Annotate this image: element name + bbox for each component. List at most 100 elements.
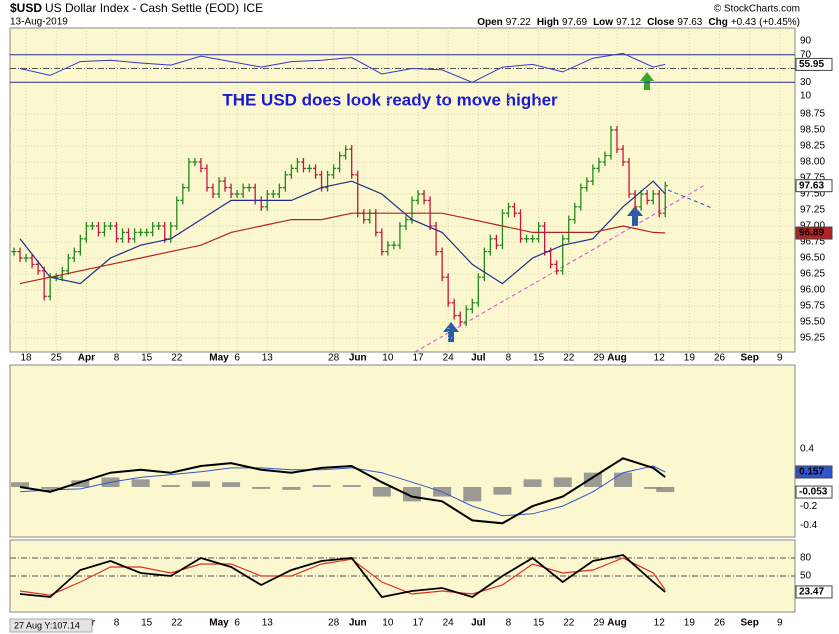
price-bar (656, 190, 662, 218)
price-bar (240, 183, 246, 198)
symbol: $USD (10, 1, 42, 15)
price-bar (132, 228, 138, 243)
quote-value: 97.22 (506, 17, 531, 28)
x-tick-label: Jun (349, 618, 367, 629)
x-tick-label: 10 (382, 353, 394, 364)
price-bar (138, 228, 144, 237)
y-tick-label: 96.00 (800, 285, 825, 296)
x-tick-label: 17 (412, 618, 424, 629)
price-bar (451, 298, 457, 320)
price-last: 97.63 (799, 180, 824, 191)
macd-hist-bar (656, 487, 675, 493)
ma50-line (19, 212, 666, 285)
rsi-tick-label: 10 (800, 91, 812, 102)
price-bar (566, 215, 572, 243)
price-bar (126, 228, 132, 243)
macd-hist-bar (644, 487, 663, 489)
tooltip (9, 618, 93, 633)
price-bar (11, 247, 17, 256)
macd-hist-bar (553, 477, 572, 487)
subtitle: US Dollar Index - Cash Settle (EOD) (45, 1, 239, 15)
y-tick-label: 97.75 (800, 173, 825, 184)
price-bar (403, 215, 409, 230)
macd-signal (19, 465, 666, 517)
price-bar (433, 222, 439, 256)
price-panel (9, 27, 796, 353)
x-tick-label: 29 (593, 353, 605, 364)
price-bar (71, 247, 77, 262)
price-bar (282, 170, 288, 192)
price-bar (584, 177, 590, 192)
price-bar (349, 145, 355, 179)
x-tick-label: 22 (563, 353, 575, 364)
price-bar (650, 190, 656, 205)
macd-tick-label: -0.2 (800, 501, 818, 512)
price-bar (59, 266, 65, 282)
x-tick-label: Aug (607, 618, 626, 629)
x-tick-label: 17 (412, 353, 424, 364)
price-bar (222, 177, 228, 192)
macd-hist-bar (222, 482, 241, 487)
price-bar (192, 158, 198, 166)
y-tick-label: 95.50 (800, 317, 825, 328)
price-bar (204, 164, 210, 192)
macd-hist-bar (131, 479, 150, 487)
rsi-tick-label: 70 (800, 49, 812, 60)
price-last-box (795, 179, 833, 193)
price-bar (17, 247, 23, 262)
price-bar (614, 126, 620, 154)
price-bar (632, 190, 638, 211)
macd-hist-bar (523, 479, 542, 487)
price-bar (77, 234, 83, 256)
x-tick-label: 8 (114, 618, 120, 629)
macd-hist-bar (312, 485, 331, 487)
price-bar (505, 202, 511, 218)
y-tick-label: 97.25 (800, 205, 825, 216)
price-bar (445, 273, 451, 307)
x-tick-label: 19 (684, 353, 696, 364)
x-tick-label: 28 (328, 618, 340, 629)
price-bar (306, 164, 312, 173)
price-bar (228, 183, 234, 198)
x-tick-label: 8 (114, 353, 120, 364)
quote-label: Close (647, 17, 675, 28)
macd-hist-bar (493, 487, 512, 495)
price-bar (162, 222, 168, 243)
x-tick-label: 15 (533, 618, 545, 629)
x-tick-label: Jul (471, 618, 486, 629)
exchange: ICE (243, 1, 263, 15)
price-bar (276, 183, 282, 198)
price-bar (481, 247, 487, 282)
macd-hist-bar (614, 472, 633, 487)
macd-hist-bar (11, 482, 30, 487)
price-bar (560, 234, 566, 275)
macd-tick-label: 0.4 (800, 443, 814, 454)
price-bar (590, 164, 596, 186)
price-bar (270, 190, 276, 198)
price-bar (65, 254, 71, 275)
annotation: THE USD does look ready to move higher (222, 90, 558, 109)
price-bar (524, 234, 530, 243)
x-tick-label: 26 (714, 618, 726, 629)
y-tick-label: 96.75 (800, 237, 825, 248)
price-bar (216, 177, 222, 198)
x-tick-label: 25 (51, 353, 63, 364)
y-tick-label: 96.50 (800, 253, 825, 264)
stoch-last: 23.47 (799, 587, 824, 598)
x-tick-label: Sep (740, 618, 758, 629)
price-bar (198, 158, 204, 173)
x-tick-label: Aug (607, 353, 626, 364)
x-tick-label: May (209, 353, 229, 364)
y-tick-label: 98.00 (800, 157, 825, 168)
price-bar (397, 222, 403, 250)
price-bar (107, 222, 113, 230)
price-bar (554, 260, 560, 275)
quote-value: 97.63 (677, 17, 702, 28)
price-bar (95, 222, 101, 237)
price-bar (499, 209, 505, 250)
price-bar (331, 164, 337, 179)
macd-hist-last: -0.053 (799, 487, 828, 498)
price-bar (300, 158, 306, 173)
price-bar (313, 164, 318, 179)
stoch-panel (9, 539, 796, 613)
